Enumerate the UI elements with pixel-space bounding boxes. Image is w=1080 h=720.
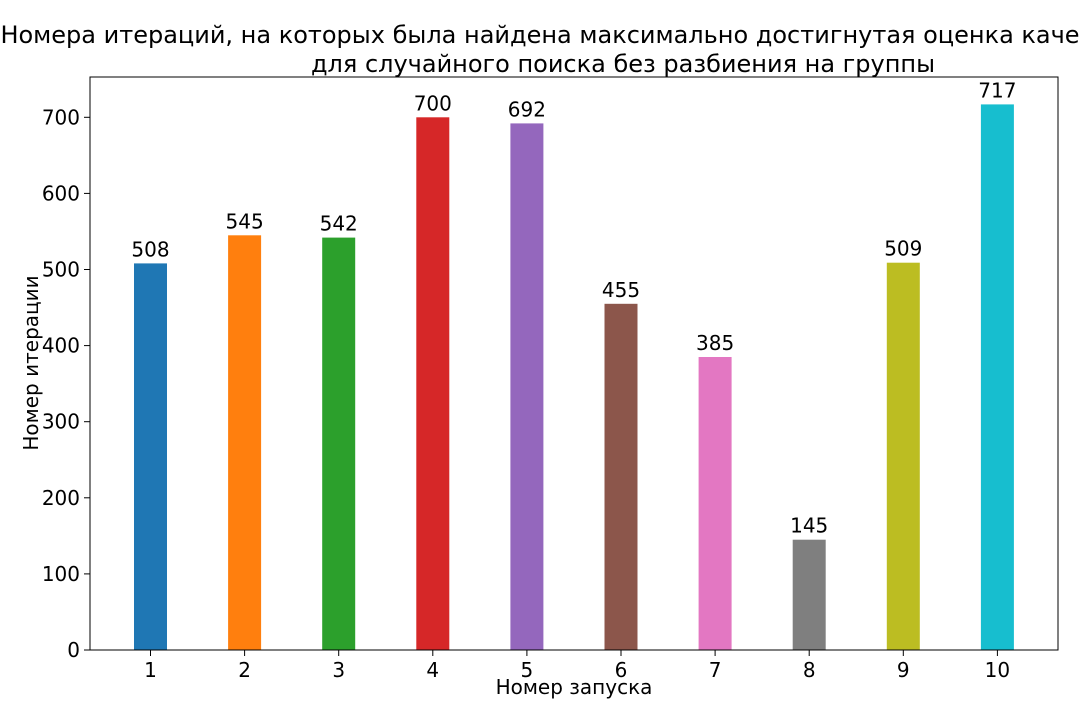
y-tick-label-300: 300 bbox=[42, 410, 80, 434]
data-label-3: 542 bbox=[320, 212, 358, 236]
data-label-6: 455 bbox=[602, 278, 640, 302]
bar-6 bbox=[604, 303, 638, 650]
data-label-8: 145 bbox=[790, 514, 828, 538]
y-tick-label-600: 600 bbox=[42, 181, 80, 205]
y-axis-ticks: 0 100 200 300 400 500 600 700 bbox=[42, 105, 90, 662]
data-label-1: 508 bbox=[131, 237, 169, 261]
y-tick-label-0: 0 bbox=[67, 638, 80, 662]
bar-series bbox=[134, 104, 1014, 651]
y-tick-label-700: 700 bbox=[42, 105, 80, 129]
y-tick-label-500: 500 bbox=[42, 258, 80, 282]
x-axis-ticks: 1 2 3 4 5 6 7 8 9 10 bbox=[144, 650, 1010, 682]
bar-1 bbox=[134, 263, 167, 650]
bar-2 bbox=[228, 235, 262, 651]
x-tick-label-7: 7 bbox=[709, 658, 722, 682]
plot-area-frame bbox=[89, 76, 1059, 651]
x-tick-label-3: 3 bbox=[332, 658, 345, 682]
x-axis-label: Номер запуска bbox=[496, 675, 653, 699]
y-tick-label-100: 100 bbox=[42, 562, 80, 586]
x-tick-label-10: 10 bbox=[985, 658, 1010, 682]
bar-4 bbox=[416, 117, 450, 651]
data-label-10: 717 bbox=[978, 78, 1016, 102]
data-label-2: 545 bbox=[226, 209, 264, 233]
bar-7 bbox=[698, 357, 732, 650]
data-label-4: 700 bbox=[414, 91, 452, 115]
x-tick-label-9: 9 bbox=[897, 658, 910, 682]
y-tick-label-400: 400 bbox=[42, 334, 80, 358]
y-tick-label-200: 200 bbox=[42, 486, 80, 510]
bar-5 bbox=[510, 123, 544, 650]
data-label-9: 509 bbox=[884, 237, 922, 261]
bar-10 bbox=[980, 104, 1014, 650]
x-tick-label-1: 1 bbox=[144, 658, 157, 682]
x-tick-label-6: 6 bbox=[615, 658, 628, 682]
data-label-7: 385 bbox=[696, 331, 734, 355]
data-labels: 508 545 542 700 692 455 385 145 509 717 bbox=[131, 78, 1016, 537]
bar-8 bbox=[792, 539, 826, 650]
data-label-5: 692 bbox=[508, 97, 546, 121]
bar-9 bbox=[886, 262, 920, 650]
chart-title-line-2: для случайного поиска без разбиения на г… bbox=[311, 50, 935, 78]
x-tick-label-4: 4 bbox=[426, 658, 439, 682]
x-tick-label-5: 5 bbox=[521, 658, 534, 682]
bar-3 bbox=[322, 237, 356, 650]
x-tick-label-2: 2 bbox=[238, 658, 251, 682]
x-tick-label-8: 8 bbox=[803, 658, 816, 682]
chart-title-line-1: Номера итераций, на которых была найдена… bbox=[0, 21, 1079, 49]
y-axis-label: Номер итерации bbox=[19, 275, 43, 450]
